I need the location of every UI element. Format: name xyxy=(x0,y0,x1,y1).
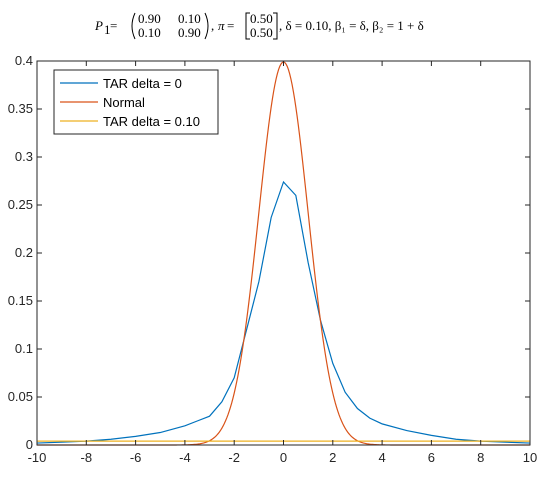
y-tick-label: 0.05 xyxy=(8,389,33,404)
x-tick-label: 8 xyxy=(477,450,484,465)
y-tick-label: 0 xyxy=(26,437,33,452)
x-tick-label: 2 xyxy=(329,450,336,465)
plot-area xyxy=(37,61,530,445)
vector-pi-cell: 0.50 xyxy=(250,25,273,40)
x-tick-label: 6 xyxy=(428,450,435,465)
x-tick-label: 10 xyxy=(523,450,537,465)
series-line-tar-delta-0 xyxy=(36,180,531,444)
x-tick-label: -2 xyxy=(228,450,240,465)
matrix-right-paren xyxy=(204,12,209,40)
x-tick-label: -4 xyxy=(179,450,191,465)
chart-title-formula: P 1 = 0.90 0.10 0.10 0.90 , π = 0.50 0.5… xyxy=(94,11,424,40)
axes-box xyxy=(36,60,531,446)
x-tick-label: 0 xyxy=(280,450,287,465)
matrix-p-cell: 0.90 xyxy=(178,25,201,40)
legend-box xyxy=(53,69,219,135)
x-tick-label: -6 xyxy=(130,450,142,465)
formula-equals: = xyxy=(227,18,234,33)
vector-pi-cell: 0.50 xyxy=(250,11,273,26)
vector-right-bracket xyxy=(273,12,278,40)
vector-left-bracket xyxy=(245,12,250,40)
y-tick-label: 0.2 xyxy=(15,245,33,260)
legend-label-normal: Normal xyxy=(103,95,145,110)
matrix-left-paren xyxy=(131,12,136,40)
y-tick-label: 0.25 xyxy=(8,197,33,212)
formula-p-symbol: P xyxy=(94,18,103,33)
matrix-p-cell: 0.10 xyxy=(138,25,161,40)
series-line-normal xyxy=(37,61,530,446)
matrix-p-cell: 0.90 xyxy=(138,11,161,26)
formula-separator: , xyxy=(211,18,214,33)
legend-label-tar-delta-0-10: TAR delta = 0.10 xyxy=(103,114,200,129)
formula-p-subscript: 1 xyxy=(104,22,111,37)
formula-equals: = xyxy=(110,18,117,33)
x-tick-label: 4 xyxy=(378,450,385,465)
matrix-p-cell: 0.10 xyxy=(178,11,201,26)
formula-pi-symbol: π xyxy=(218,18,225,33)
y-tick-label: 0.1 xyxy=(15,341,33,356)
y-tick-label: 0.35 xyxy=(8,101,33,116)
legend-label-tar-delta-0: TAR delta = 0 xyxy=(103,76,182,91)
y-tick-label: 0.15 xyxy=(8,293,33,308)
y-tick-label: 0.4 xyxy=(15,53,33,68)
formula-parameters: , δ = 0.10, β₁ = δ, β₂ = 1 + δ xyxy=(279,18,424,33)
y-tick-label: 0.3 xyxy=(15,149,33,164)
x-tick-label: -10 xyxy=(28,450,47,465)
x-tick-label: -8 xyxy=(81,450,93,465)
